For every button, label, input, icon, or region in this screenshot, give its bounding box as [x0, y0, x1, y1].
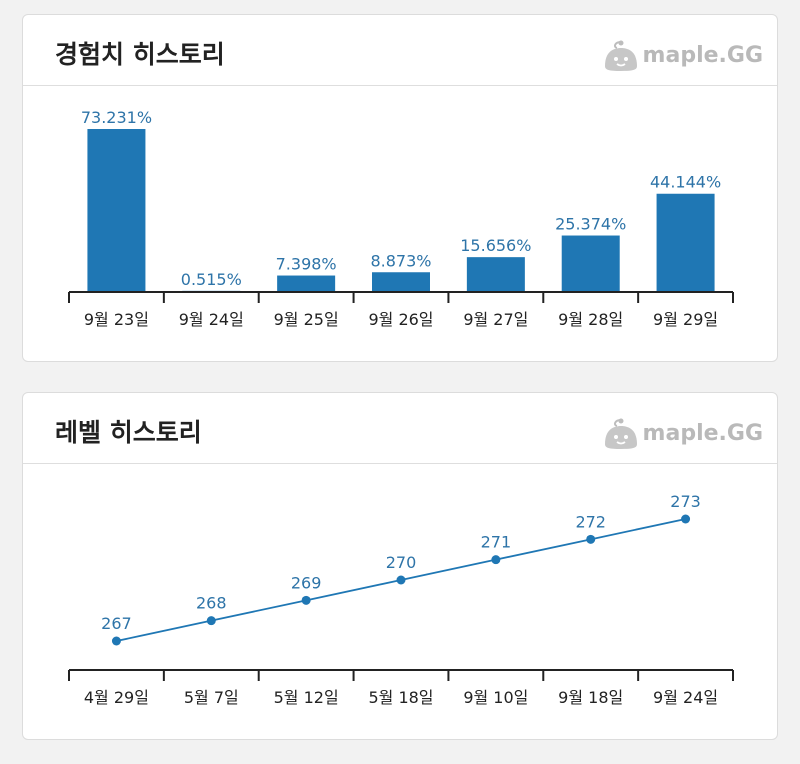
level-card-title: 레벨 히스토리 [55, 418, 202, 447]
bar-data-label: 73.231% [81, 108, 152, 127]
x-tick-label: 9월 25일 [274, 310, 339, 329]
bar-data-label: 44.144% [650, 173, 721, 192]
bar-data-label: 25.374% [555, 215, 626, 234]
x-tick-label: 5월 12일 [274, 688, 339, 707]
point-data-label: 273 [670, 492, 701, 511]
line-point [206, 616, 216, 626]
x-tick-label: 9월 27일 [463, 310, 528, 329]
x-tick-label: 5월 18일 [368, 688, 433, 707]
level-line-chart: 267 268 269 270 271 272 273 4월 29일 5월 7일 5월 12일 5월… [68, 492, 734, 707]
line-point [301, 595, 311, 605]
mascot-icon [604, 418, 637, 449]
line-point [491, 555, 501, 565]
line-point [681, 514, 691, 524]
bar [561, 235, 620, 292]
bar [277, 275, 336, 292]
x-tick-label: 4월 29일 [84, 688, 149, 707]
maplegg-logo[interactable]: maple.GG [601, 38, 763, 72]
bar-data-label: 8.873% [370, 251, 431, 270]
point-data-label: 268 [196, 594, 227, 613]
bar-data-label: 7.398% [276, 255, 337, 274]
exp-bar-chart: 73.231% 0.515% 7.398% 8.873% 15.656% 25.374% 4… [68, 108, 734, 329]
x-tick-label: 9월 24일 [653, 688, 718, 707]
line-point [111, 636, 121, 646]
bar [87, 129, 146, 292]
x-tick-label: 9월 26일 [368, 310, 433, 329]
level-history-card: 레벨 히스토리 maple.GG 267 268 269 270 271 272 273 4월… [22, 392, 778, 740]
line-point [396, 575, 406, 585]
x-tick-label: 9월 29일 [653, 310, 718, 329]
exp-card-header: 경험치 히스토리 maple.GG [23, 15, 777, 86]
point-data-label: 270 [386, 553, 417, 572]
x-tick-label: 9월 24일 [179, 310, 244, 329]
point-data-label: 271 [481, 533, 512, 552]
exp-card-title: 경험치 히스토리 [55, 40, 225, 69]
bar [372, 272, 430, 292]
bar-data-label: 0.515% [181, 270, 242, 289]
bar [656, 193, 715, 292]
line-point [586, 534, 596, 544]
logo-text: maple.GG [642, 420, 763, 446]
point-data-label: 272 [575, 512, 606, 531]
bar [466, 257, 525, 292]
x-tick-label: 9월 10일 [463, 688, 528, 707]
x-tick-label: 9월 18일 [558, 688, 623, 707]
x-tick-label: 5월 7일 [184, 688, 239, 707]
bar-data-label: 15.656% [460, 236, 531, 255]
x-tick-label: 9월 23일 [84, 310, 149, 329]
level-card-header: 레벨 히스토리 maple.GG [23, 393, 777, 464]
exp-history-card: 경험치 히스토리 maple.GG 73.231% 0.515% 7.398% 8.8… [22, 14, 778, 362]
maplegg-logo[interactable]: maple.GG [601, 416, 763, 450]
x-tick-label: 9월 28일 [558, 310, 623, 329]
point-data-label: 267 [101, 614, 132, 633]
mascot-icon [604, 40, 637, 71]
point-data-label: 269 [291, 573, 322, 592]
logo-text: maple.GG [642, 42, 763, 68]
